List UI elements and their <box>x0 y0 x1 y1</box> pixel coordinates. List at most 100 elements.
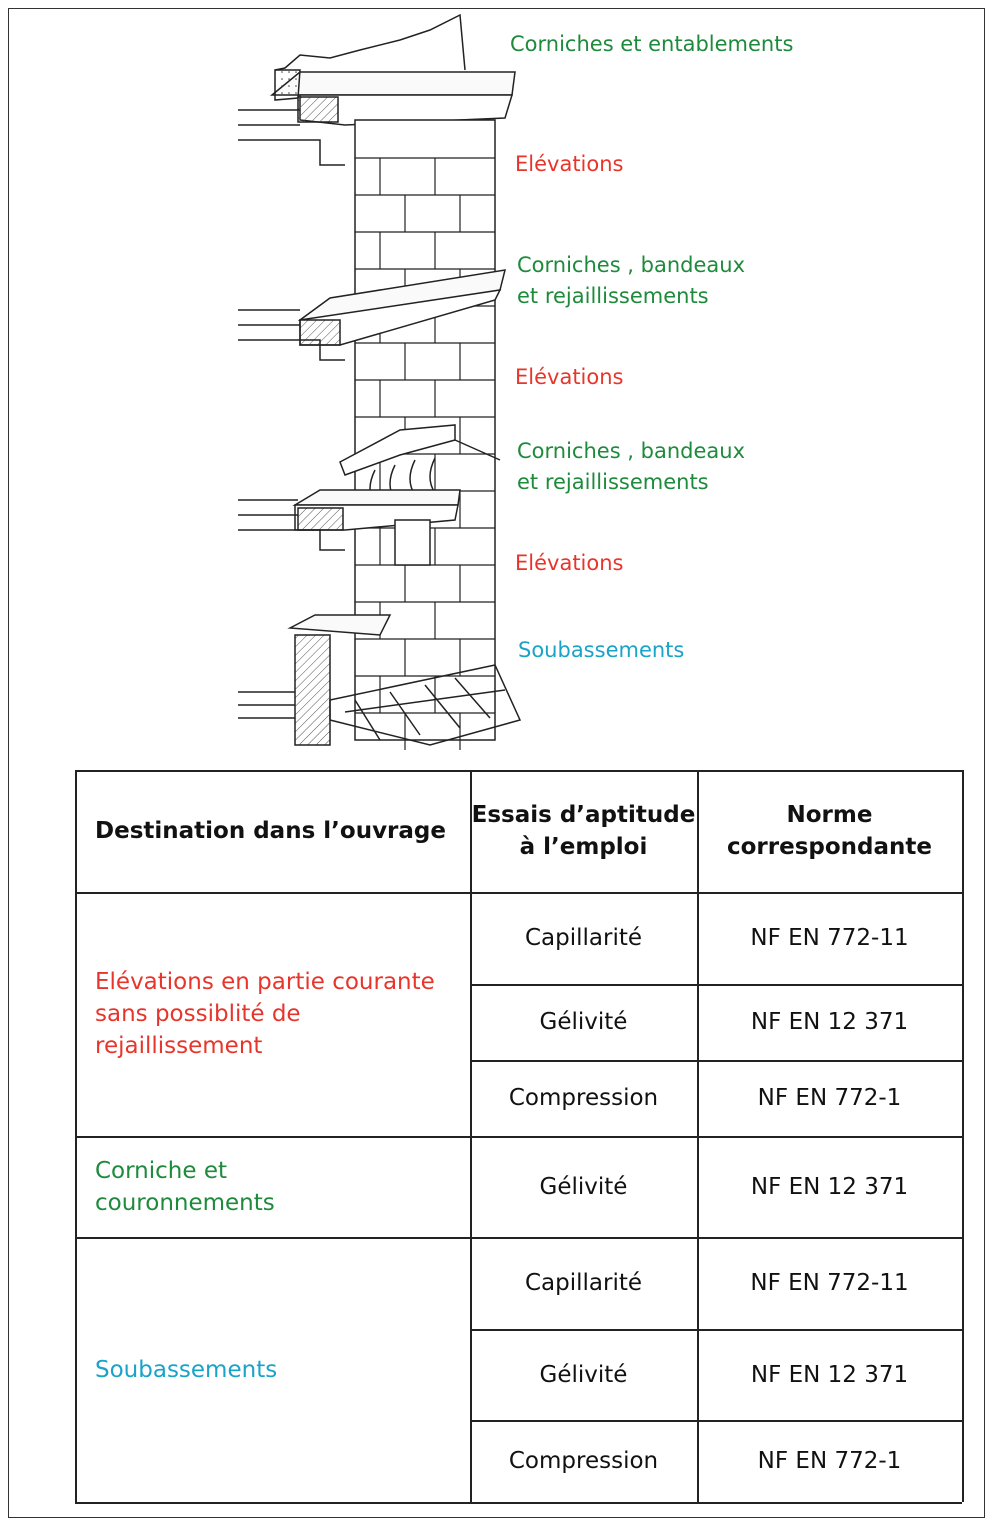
cell-text: NF EN 772-1 <box>758 1082 902 1114</box>
norme-cell: NF EN 12 371 <box>697 1136 962 1237</box>
text-line: Corniche et <box>95 1157 228 1184</box>
cell-text: NF EN 772-1 <box>758 1445 902 1477</box>
text-line: Essais d’aptitude <box>471 802 696 828</box>
text-line: Destination dans l’ouvrage <box>95 818 446 844</box>
table-rule <box>75 1237 962 1239</box>
table-rule <box>470 1329 962 1331</box>
test-cell: Compression <box>470 1060 697 1136</box>
label-line: Elévations <box>515 365 624 389</box>
diagram-label: Elévations <box>515 362 624 393</box>
norme-cell: NF EN 12 371 <box>697 984 962 1060</box>
norme-cell: NF EN 772-1 <box>697 1060 962 1136</box>
table-rule <box>75 1136 962 1138</box>
test-cell: Capillarité <box>470 1237 697 1329</box>
cell-text: Gélivité <box>540 1359 628 1391</box>
cell-text: NF EN 12 371 <box>751 1006 908 1038</box>
base-section <box>294 634 331 746</box>
norme-cell: NF EN 772-1 <box>697 1420 962 1502</box>
text-line: Gélivité <box>539 1173 628 1200</box>
table-rule <box>75 770 962 772</box>
table-rule <box>470 984 962 986</box>
cell-text: Gélivité <box>540 1006 628 1038</box>
text-line: à l’emploi <box>519 834 648 860</box>
pavement <box>329 664 522 746</box>
wall-section <box>274 69 301 101</box>
cell-text: Elévations en partie courante sans possib… <box>95 966 435 1062</box>
cell-text: Compression <box>509 1445 658 1477</box>
label-line: Corniches , bandeaux <box>517 439 746 463</box>
header-cell: Norme correspondante <box>697 770 962 892</box>
test-cell: Gélivité <box>470 1329 697 1420</box>
cell-text: Norme correspondante <box>727 799 932 863</box>
text-line: Gélivité <box>539 1361 628 1388</box>
cell-text: Capillarité <box>525 922 642 954</box>
cell-text: NF EN 12 371 <box>751 1359 908 1391</box>
floor <box>238 109 345 166</box>
diagram-label: Corniches , bandeaux et rejaillissements <box>517 436 745 498</box>
cell-text: Corniche et couronnements <box>95 1155 275 1219</box>
text-line: NF EN 772-1 <box>757 1448 902 1474</box>
cell-text: Soubassements <box>95 1354 277 1386</box>
cell-text: Compression <box>509 1082 658 1114</box>
floor <box>238 309 345 361</box>
destination-cell: Soubassements <box>75 1237 470 1502</box>
facade-drawing <box>238 13 522 750</box>
text-line: correspondante <box>726 834 932 860</box>
text-line: NF EN 772-11 <box>750 1270 909 1296</box>
balusters <box>369 439 501 506</box>
table-rule <box>470 1060 962 1062</box>
text-line: Capillarité <box>524 925 643 951</box>
table-rule <box>75 892 962 894</box>
text-line: Soubassements <box>95 1356 278 1383</box>
floor <box>238 691 295 719</box>
cell-text: NF EN 772-11 <box>750 1267 908 1299</box>
diagram-label: Corniches , bandeaux et rejaillissements <box>517 250 745 312</box>
norme-cell: NF EN 772-11 <box>697 1237 962 1329</box>
label-line: et rejaillissements <box>517 470 709 494</box>
norme-cell: NF EN 12 371 <box>697 1329 962 1420</box>
destination-cell: Corniche et couronnements <box>75 1136 470 1237</box>
section <box>297 507 344 531</box>
table-rule <box>75 770 77 1502</box>
table-rule <box>697 770 699 1502</box>
test-cell: Gélivité <box>470 984 697 1060</box>
test-cell: Compression <box>470 1420 697 1502</box>
destination-cell: Elévations en partie courante sans possib… <box>75 892 470 1136</box>
label-line: Elévations <box>515 152 624 176</box>
cell-text: Capillarité <box>525 1267 642 1299</box>
text-line: couronnements <box>95 1189 275 1216</box>
console <box>394 519 431 566</box>
text-line: Elévations en partie courante <box>95 969 435 995</box>
text-line: rejaillissement <box>95 1033 263 1059</box>
table-rule <box>75 1502 962 1504</box>
text-line: NF EN 12 371 <box>750 1009 909 1035</box>
cell-text: NF EN 772-11 <box>750 922 908 954</box>
diagram-label: Elévations <box>515 548 624 579</box>
cell-text: Destination dans l’ouvrage <box>95 815 446 847</box>
label-line: et rejaillissements <box>517 284 709 308</box>
text-line: sans possiblité de <box>95 1001 301 1027</box>
text-line: NF EN 772-11 <box>750 925 909 951</box>
cell-text: Gélivité <box>540 1171 628 1203</box>
text-line: Norme <box>786 802 873 828</box>
cell-text: NF EN 12 371 <box>751 1171 908 1203</box>
norme-cell: NF EN 772-11 <box>697 892 962 984</box>
diagram-label: Soubassements <box>518 635 684 666</box>
label-line: Soubassements <box>518 638 685 662</box>
text-line: Capillarité <box>524 1270 643 1296</box>
section <box>297 96 339 123</box>
base-cornice <box>287 614 392 636</box>
header-cell: Destination dans l’ouvrage <box>75 770 470 892</box>
test-cell: Capillarité <box>470 892 697 984</box>
table-rule <box>962 770 964 1502</box>
floor <box>238 499 345 551</box>
text-line: Gélivité <box>539 1009 628 1035</box>
text-line: NF EN 12 371 <box>750 1361 909 1388</box>
cell-text: Essais d’aptitude à l’emploi <box>472 799 696 863</box>
header-cell: Essais d’aptitude à l’emploi <box>470 770 697 892</box>
table-rule <box>470 770 472 1502</box>
diagram-label: Elévations <box>515 149 624 180</box>
balcony-slab <box>292 489 461 506</box>
text-line: NF EN 12 371 <box>750 1173 909 1200</box>
